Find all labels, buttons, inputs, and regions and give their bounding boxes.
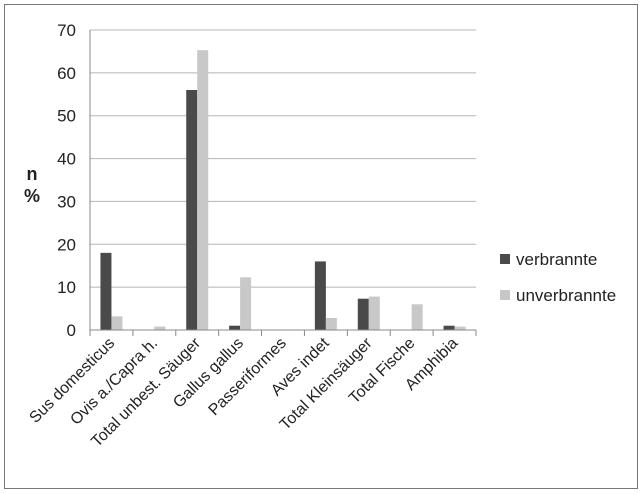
bar-unverbrannte [111, 316, 123, 330]
y-axis-label-line: n [27, 164, 38, 184]
chart-frame [4, 4, 638, 489]
bar-verbrannte [314, 261, 326, 330]
bar-unverbrannte [454, 326, 466, 330]
bar-verbrannte [357, 298, 369, 330]
y-tick-labels: 0 10 20 30 40 50 60 70 [57, 21, 76, 340]
y-tick-label: 60 [57, 64, 76, 83]
bar-unverbrannte [197, 50, 209, 331]
bar-unverbrannte [368, 296, 380, 330]
axes [89, 30, 477, 336]
y-tick-label: 30 [57, 192, 76, 211]
y-tick-label: 40 [57, 150, 76, 169]
legend-label: verbrannte [516, 250, 597, 269]
y-tick-label: 10 [57, 278, 76, 297]
bar-verbrannte [186, 90, 198, 330]
bar-verbrannte [100, 252, 112, 330]
bar-unverbrannte [154, 326, 166, 330]
y-tick-label: 20 [57, 235, 76, 254]
bar-unverbrannte [411, 304, 423, 330]
legend-label: unverbrannte [516, 286, 616, 305]
bar-unverbrannte [240, 277, 252, 330]
bar-verbrannte [229, 325, 241, 330]
y-axis-label-line: % [24, 186, 40, 206]
y-tick-label: 50 [57, 107, 76, 126]
bars [100, 50, 466, 331]
legend-swatch [500, 290, 510, 300]
bar-verbrannte [443, 325, 455, 330]
y-tick-label: 0 [67, 321, 76, 340]
y-tick-label: 70 [57, 21, 76, 40]
legend: verbrannte unverbrannte [500, 250, 616, 305]
y-axis-label: n% [24, 164, 40, 206]
gridlines [90, 29, 476, 288]
bar-unverbrannte [325, 318, 337, 330]
legend-swatch [500, 254, 510, 264]
